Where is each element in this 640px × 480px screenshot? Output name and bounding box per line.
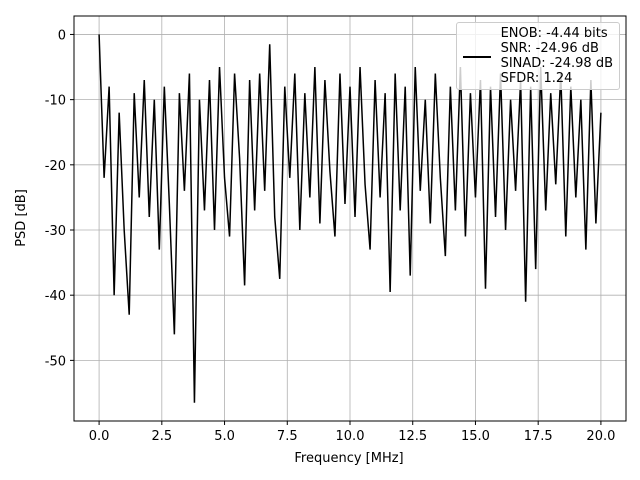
x-tick-label: 17.5 bbox=[524, 429, 553, 444]
legend-label: ENOB: -4.44 bits SNR: -24.96 dB SINAD: -… bbox=[500, 26, 613, 86]
y-axis-label: PSD [dB] bbox=[14, 189, 29, 247]
y-tick-label: -10 bbox=[45, 94, 66, 109]
x-tick-label: 5.0 bbox=[214, 429, 235, 444]
x-axis-label: Frequency [MHz] bbox=[294, 451, 403, 466]
x-tick-label: 10.0 bbox=[336, 429, 365, 444]
x-tick-label: 12.5 bbox=[398, 429, 427, 444]
data-line bbox=[98, 34, 602, 403]
y-tick-label: -30 bbox=[45, 224, 66, 239]
x-tick-label: 20.0 bbox=[586, 429, 615, 444]
plot-frame bbox=[73, 15, 627, 422]
y-tick-label: -40 bbox=[45, 289, 66, 304]
x-tick-label: 7.5 bbox=[277, 429, 298, 444]
y-tick-label: 0 bbox=[58, 28, 66, 43]
x-tick-label: 15.0 bbox=[461, 429, 490, 444]
x-tick-label: 0.0 bbox=[89, 429, 110, 444]
x-tick-label: 2.5 bbox=[151, 429, 172, 444]
y-tick-label: -50 bbox=[45, 354, 66, 369]
legend-swatch bbox=[462, 56, 491, 58]
y-tick-label: -20 bbox=[45, 159, 66, 174]
legend: ENOB: -4.44 bits SNR: -24.96 dB SINAD: -… bbox=[455, 22, 620, 90]
